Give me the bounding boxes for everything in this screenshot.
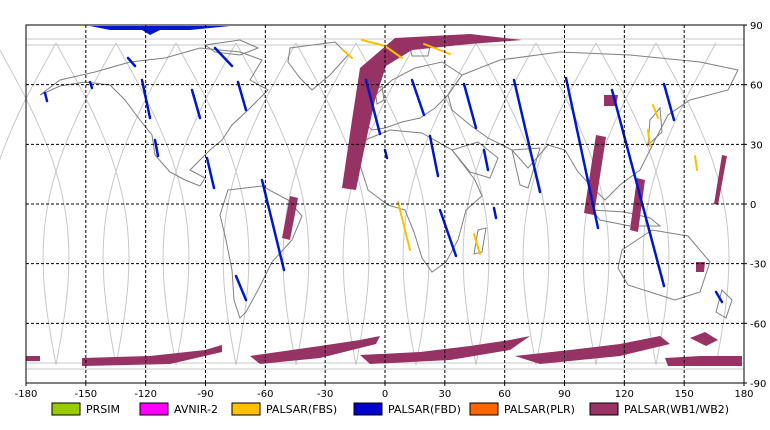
y-tick-label: 0	[750, 200, 756, 211]
legend-label: AVNIR-2	[174, 403, 218, 416]
legend-swatch	[139, 402, 169, 416]
fbd-swath-12	[364, 78, 382, 136]
coast-indonesia	[590, 209, 662, 227]
x-tick-label: 120	[615, 389, 634, 400]
x-tick-label: -120	[134, 389, 157, 400]
orbit-track-asc	[0, 42, 57, 161]
fbd-polar-band	[90, 26, 230, 35]
legend-label: PALSAR(PLR)	[504, 403, 575, 416]
fbd-swath-4	[43, 91, 49, 103]
wb-swath-south-1	[82, 345, 222, 366]
coast-asia	[447, 51, 739, 201]
fbs-swath-pacific	[647, 129, 651, 147]
fbd-swath-7	[190, 88, 202, 120]
legend-label: PALSAR(FBS)	[266, 403, 337, 416]
wb-swath-antarctic-east	[690, 332, 718, 346]
fbd-swath-23	[662, 82, 676, 122]
coast-arctic-islands	[203, 39, 260, 56]
fbd-swath-2	[140, 78, 152, 120]
fbd-swath-6	[213, 46, 234, 68]
y-tick-label: -90	[750, 379, 766, 390]
fbs-swath-greenland	[342, 49, 353, 59]
legend-swatch	[51, 402, 81, 416]
fbd-swath-22	[610, 88, 666, 288]
fbd-swath-19	[492, 206, 498, 220]
fbs-swath-far-pacific	[694, 155, 698, 171]
fbd-swath-3	[153, 138, 160, 158]
fbs-swath-madagascar	[473, 233, 481, 255]
coast-greenland	[287, 41, 349, 91]
y-tick-label: 30	[750, 140, 763, 151]
legend-swatch	[469, 402, 499, 416]
fbd-swath-24	[714, 290, 724, 304]
y-tick-label: -60	[750, 319, 766, 330]
x-tick-label: 30	[438, 389, 451, 400]
x-tick-label: 180	[734, 389, 753, 400]
y-tick-label: -30	[750, 260, 766, 271]
fbd-swath-16	[438, 208, 458, 258]
fbd-swath-9	[236, 80, 248, 112]
x-tick-labels: -180 -150 -120 -90 -60 -30 0 30 60 90 120 150 180	[15, 383, 754, 400]
x-tick-label: -60	[257, 389, 273, 400]
coast-uk	[374, 85, 385, 105]
fbd-swath-11	[234, 274, 248, 302]
fbs-swath-japan	[652, 104, 659, 119]
wb-swath-se-asia	[630, 178, 645, 232]
y-tick-label: 90	[750, 21, 763, 32]
legend: PRSIM AVNIR-2 PALSAR(FBS) PALSAR(FBD) PALSAR…	[51, 402, 729, 416]
x-tick-label: -150	[74, 389, 97, 400]
legend-label: PRSIM	[86, 403, 120, 416]
plot-area	[26, 25, 744, 383]
fbd-swath-14	[410, 78, 426, 117]
x-tick-label: -90	[197, 389, 213, 400]
wb-swath-pacific	[714, 155, 727, 205]
coast-new-zealand	[715, 289, 733, 319]
legend-swatch	[353, 402, 383, 416]
coast-arabia	[451, 141, 499, 179]
fbd-swath-20	[512, 78, 542, 194]
x-tick-label: 90	[558, 389, 571, 400]
fbs-swath-africa	[397, 201, 411, 251]
x-tick-label: 150	[675, 389, 694, 400]
y-tick-labels: 90 60 30 0 -30 -60 -90	[744, 21, 766, 390]
fbd-swath-17	[462, 82, 478, 130]
fbd-swath-15	[428, 134, 440, 178]
x-tick-label: -180	[15, 389, 38, 400]
wb-swath-south-5	[665, 356, 742, 366]
wb-swath-south-2	[250, 336, 380, 364]
fbs-swath-arc-2	[423, 43, 451, 55]
x-tick-label: 0	[382, 389, 388, 400]
wb-swath-australia	[696, 262, 705, 272]
fbd-swath-1	[126, 56, 137, 68]
wb-swath-antarctic-west	[26, 356, 40, 361]
legend-label: PALSAR(WB1/WB2)	[624, 403, 729, 416]
coast-australia	[617, 229, 711, 301]
fbs-swaths	[342, 39, 698, 255]
fbd-swath-8	[205, 156, 216, 190]
fbd-swath-21	[564, 76, 600, 230]
x-tick-label: 60	[498, 389, 511, 400]
coast-madagascar	[473, 227, 487, 255]
fbd-swath-18	[482, 148, 490, 172]
legend-label: PALSAR(FBD)	[388, 403, 461, 416]
y-tick-label: 60	[750, 81, 763, 92]
wb-swath-china	[584, 135, 606, 215]
legend-swatch	[231, 402, 261, 416]
wb-swath-south-america	[282, 196, 298, 240]
legend-swatch	[589, 402, 619, 416]
x-tick-label: -30	[317, 389, 333, 400]
wb-swath-south-4	[515, 336, 670, 364]
